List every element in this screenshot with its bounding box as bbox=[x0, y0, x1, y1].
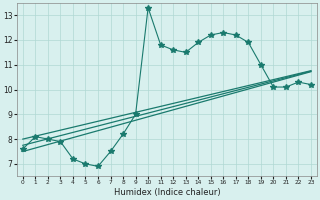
X-axis label: Humidex (Indice chaleur): Humidex (Indice chaleur) bbox=[114, 188, 220, 197]
